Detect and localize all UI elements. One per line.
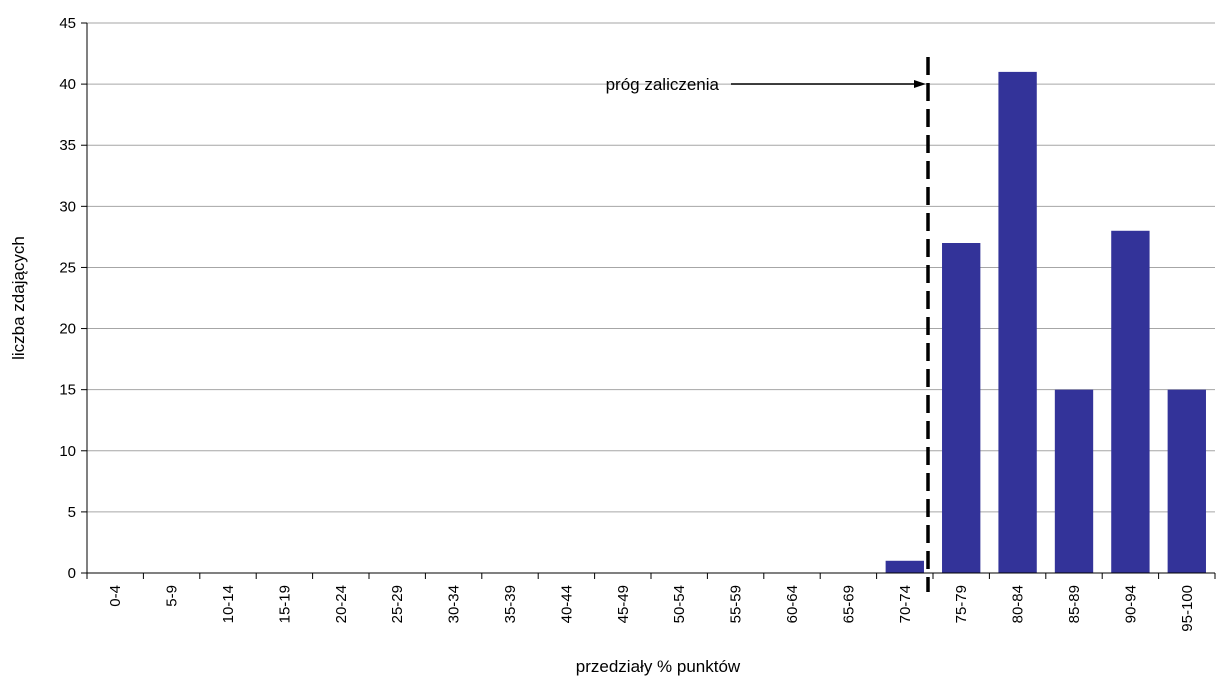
axes <box>81 22 1216 579</box>
y-tick-labels: 0 5 10 15 20 25 30 35 40 45 <box>59 15 76 582</box>
x-tick-label: 50-54 <box>671 585 688 623</box>
x-tick-label: 80-84 <box>1010 585 1027 623</box>
x-tick-label: 30-34 <box>446 585 463 623</box>
x-tick-label: 55-59 <box>728 585 745 623</box>
x-tick-label: 25-29 <box>389 585 406 623</box>
x-tick-label: 45-49 <box>615 585 632 623</box>
bars <box>885 71 1206 573</box>
y-tick-label: 5 <box>68 504 76 521</box>
x-tick-label: 35-39 <box>502 585 519 623</box>
y-tick-label: 40 <box>59 76 76 93</box>
threshold-annotation: próg zaliczenia <box>606 57 930 592</box>
y-tick-label: 30 <box>59 198 76 215</box>
x-tick-labels: 0-4 5-9 10-14 15-19 20-24 25-29 30-34 35-39 40-4… <box>107 585 1196 632</box>
y-tick-label: 10 <box>59 443 76 460</box>
bar <box>1167 389 1206 573</box>
x-tick-label: 95-100 <box>1179 585 1196 632</box>
y-tick-label: 20 <box>59 321 76 338</box>
annotation-arrow-head <box>914 80 926 88</box>
x-tick-label: 90-94 <box>1122 585 1139 623</box>
y-tick-label: 0 <box>68 565 76 582</box>
y-axis-title: liczba zdających <box>9 236 28 360</box>
x-tick-label: 0-4 <box>107 585 124 607</box>
bar <box>885 560 924 573</box>
x-tick-label: 40-44 <box>558 585 575 623</box>
bar <box>1111 230 1150 573</box>
x-tick-label: 5-9 <box>164 585 181 607</box>
y-tick-label: 15 <box>59 382 76 399</box>
threshold-label: próg zaliczenia <box>606 75 720 94</box>
x-tick-label: 70-74 <box>897 585 914 623</box>
x-axis-title: przedziały % punktów <box>576 657 741 676</box>
x-tick-label: 85-89 <box>1066 585 1083 623</box>
bar <box>942 243 981 573</box>
y-tick-label: 25 <box>59 259 76 276</box>
x-tick-label: 75-79 <box>953 585 970 623</box>
x-tick-label: 10-14 <box>220 585 237 623</box>
x-tick-label: 20-24 <box>333 585 350 623</box>
x-tick-label: 65-69 <box>840 585 857 623</box>
y-tick-label: 45 <box>59 15 76 32</box>
x-tick-label: 15-19 <box>276 585 293 623</box>
bar <box>998 71 1037 573</box>
x-tick-label: 60-64 <box>784 585 801 623</box>
bar <box>1054 389 1094 573</box>
y-tick-label: 35 <box>59 137 76 154</box>
gridlines <box>87 22 1215 513</box>
